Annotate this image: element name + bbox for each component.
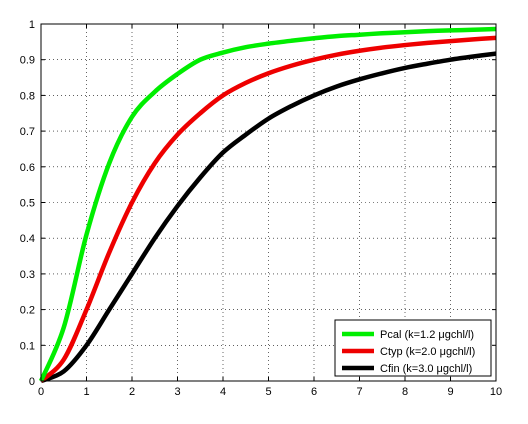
y-tick-label: 0 [29, 376, 35, 388]
x-tick-label: 10 [490, 386, 502, 398]
x-tick-label: 9 [447, 386, 453, 398]
y-tick-label: 1 [29, 19, 35, 31]
x-tick-label: 7 [356, 386, 362, 398]
y-tick-label: 0.3 [20, 269, 35, 281]
tick-marks [40, 23, 497, 382]
y-tick-label: 0.8 [20, 90, 35, 102]
x-tick-label: 2 [129, 386, 135, 398]
series-line-1 [39, 35, 497, 383]
y-tick-label: 0.1 [20, 340, 35, 352]
x-tick-label: 1 [83, 386, 89, 398]
legend-items: Pcal (k=1.2 μgchl/l) Ctyp (k=2.0 μgchl/l)… [342, 329, 475, 375]
y-tick-label: 0.4 [20, 233, 35, 245]
series-line-0 [38, 26, 497, 382]
series-lines [38, 26, 497, 384]
y-tick-label: 0.6 [20, 162, 35, 174]
y-tick-label: 0.5 [20, 198, 35, 210]
series-line-2 [40, 51, 497, 384]
y-tick-label: 0.2 [20, 305, 35, 317]
legend-label: Cfin (k=3.0 μgchl/l) [380, 363, 472, 375]
x-tick-label: 8 [402, 386, 408, 398]
x-axis-tick-labels: 0 1 2 3 4 5 6 7 8 9 10 [38, 386, 502, 398]
legend: Pcal (k=1.2 μgchl/l) Ctyp (k=2.0 μgchl/l)… [334, 319, 492, 377]
x-tick-label: 6 [311, 386, 317, 398]
y-tick-label: 0.7 [20, 126, 35, 138]
x-tick-label: 5 [265, 386, 271, 398]
x-tick-label: 3 [174, 386, 180, 398]
legend-label: Pcal (k=1.2 μgchl/l) [380, 329, 474, 341]
x-tick-label: 4 [220, 386, 226, 398]
legend-label: Ctyp (k=2.0 μgchl/l) [380, 346, 475, 358]
y-tick-label: 0.9 [20, 55, 35, 67]
x-tick-label: 0 [38, 386, 44, 398]
y-axis-tick-labels: 0 0.1 0.2 0.3 0.4 0.5 0.6 0.7 0.8 0.9 1 [20, 19, 35, 388]
